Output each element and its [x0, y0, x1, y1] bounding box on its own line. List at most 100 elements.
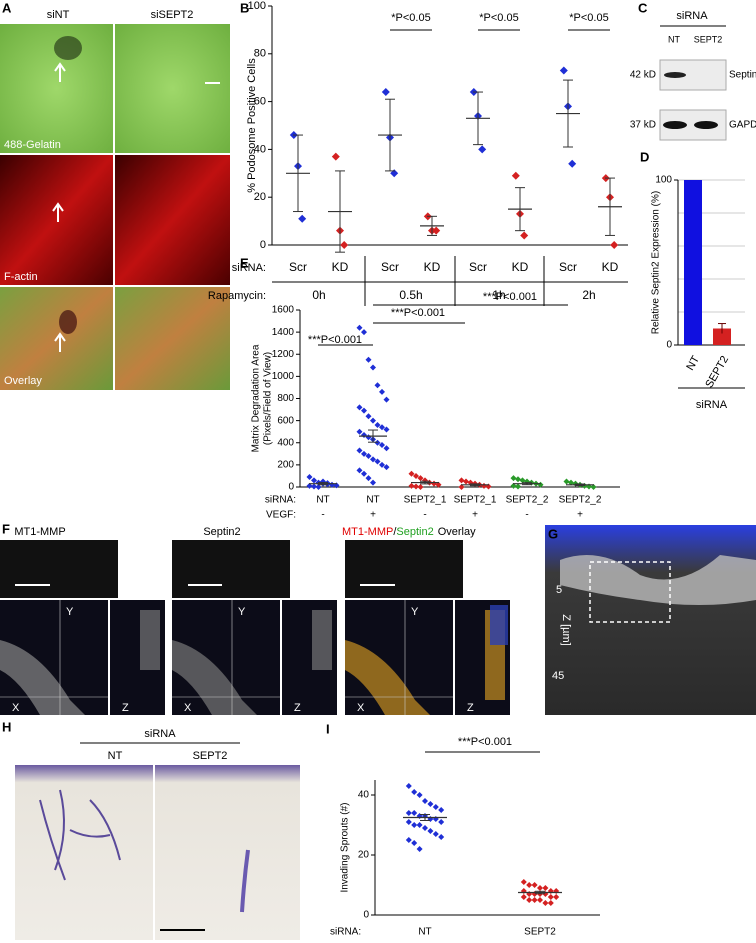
panel-label: E [240, 255, 249, 270]
arrow [52, 202, 64, 222]
x-tick-label: SEPT2 [524, 927, 556, 938]
axis-letter: Y [66, 606, 74, 618]
x-row-label: - [525, 510, 528, 521]
sprouts [39, 789, 121, 881]
data-point [411, 840, 418, 846]
axis-letter: Y [238, 606, 246, 618]
data-point [374, 422, 381, 429]
lane-label: SEPT2 [694, 34, 723, 44]
y-tick-label: 1400 [272, 327, 295, 338]
y-tick-label: 0 [288, 482, 294, 493]
arrow [54, 332, 66, 352]
image-title: Septin2 [203, 526, 240, 538]
data-point [515, 476, 521, 483]
data-point [379, 461, 385, 468]
panel-label: B [240, 0, 249, 15]
significance-label: ***P<0.001 [483, 291, 537, 303]
charts: 0 20 40 60 80 100 % Podosome Positive Cells Scr… [208, 0, 745, 938]
data-point [405, 819, 412, 825]
data-point [416, 822, 423, 828]
data-point [422, 477, 428, 484]
x-tick-label: KD [602, 260, 619, 274]
y-tick-label: 1000 [272, 371, 295, 382]
data-point [365, 453, 372, 460]
data-point [383, 396, 390, 403]
data-point [315, 484, 322, 490]
lane-label: NT [108, 750, 123, 762]
y-tick-label: 100 [248, 0, 266, 12]
title-part: MT1-MMP [342, 526, 393, 538]
data-point [568, 479, 574, 486]
data-point [427, 828, 434, 834]
micrograph [345, 540, 463, 598]
data-point [413, 483, 419, 490]
data-point [542, 900, 549, 906]
lane-label: SEPT2 [193, 750, 228, 762]
data-point [422, 825, 428, 831]
data-point [379, 388, 385, 395]
sprout [240, 849, 250, 913]
data-point [432, 831, 439, 837]
band [664, 72, 686, 78]
data-point [568, 159, 577, 168]
title-part: Septin2 [396, 526, 433, 538]
group-label: siRNA [696, 399, 728, 411]
lane-label: NT [668, 34, 680, 44]
data-point [411, 810, 418, 816]
data-point [563, 478, 570, 485]
panel-label: G [548, 526, 558, 541]
group-label: 1h [492, 288, 505, 302]
data-point [408, 482, 415, 489]
data-point [356, 467, 363, 474]
data-point [306, 482, 313, 489]
data-point [432, 804, 439, 810]
column-label: siSEPT2 [151, 9, 194, 21]
x-tick-label: Scr [289, 260, 307, 274]
data-point [356, 428, 363, 435]
axis-tick: 45 [552, 670, 564, 682]
significance-label: *P<0.05 [391, 12, 430, 24]
data-point [331, 152, 340, 161]
y-tick-label: 100 [655, 175, 672, 186]
data-point [370, 364, 376, 371]
data-point [361, 470, 367, 477]
x-tick-label: SEPT2 [703, 354, 731, 390]
y-tick-label: 1600 [272, 305, 295, 316]
data-point [298, 214, 307, 223]
data-point [422, 798, 428, 804]
data-point [381, 88, 390, 97]
data-point [340, 241, 349, 249]
data-point [478, 145, 487, 154]
data-point [610, 241, 619, 249]
y-tick-label: 20 [254, 191, 266, 203]
x-tick-label: KD [332, 260, 349, 274]
y-axis-label: Invading Sprouts (#) [340, 802, 351, 892]
data-point [365, 475, 372, 482]
data-point [370, 479, 376, 486]
data-point [510, 482, 517, 489]
panel-label: C [638, 0, 648, 15]
signal [490, 605, 508, 645]
data-point [417, 484, 424, 490]
data-point [547, 900, 554, 906]
panel-label: A [2, 0, 12, 15]
data-point [520, 231, 529, 240]
data-point [416, 846, 423, 852]
data-point [432, 226, 441, 235]
data-point [365, 413, 372, 420]
band-size: 37 kD [630, 120, 656, 131]
x-tick-label: Scr [469, 260, 487, 274]
data-point [511, 171, 520, 180]
significance-label: ***P<0.001 [308, 334, 362, 346]
data-point [537, 897, 543, 903]
data-point [311, 477, 317, 484]
y-tick-label: 200 [277, 460, 294, 471]
x-tick-label: SEPT2_1 [454, 495, 497, 506]
x-tick-label: SEPT2_2 [506, 495, 549, 506]
data-point [370, 417, 376, 424]
data-point [553, 894, 560, 900]
axis-letter: Z [467, 702, 474, 714]
data-point [520, 894, 527, 900]
degradation-spot [54, 36, 82, 60]
data-point [361, 407, 367, 414]
